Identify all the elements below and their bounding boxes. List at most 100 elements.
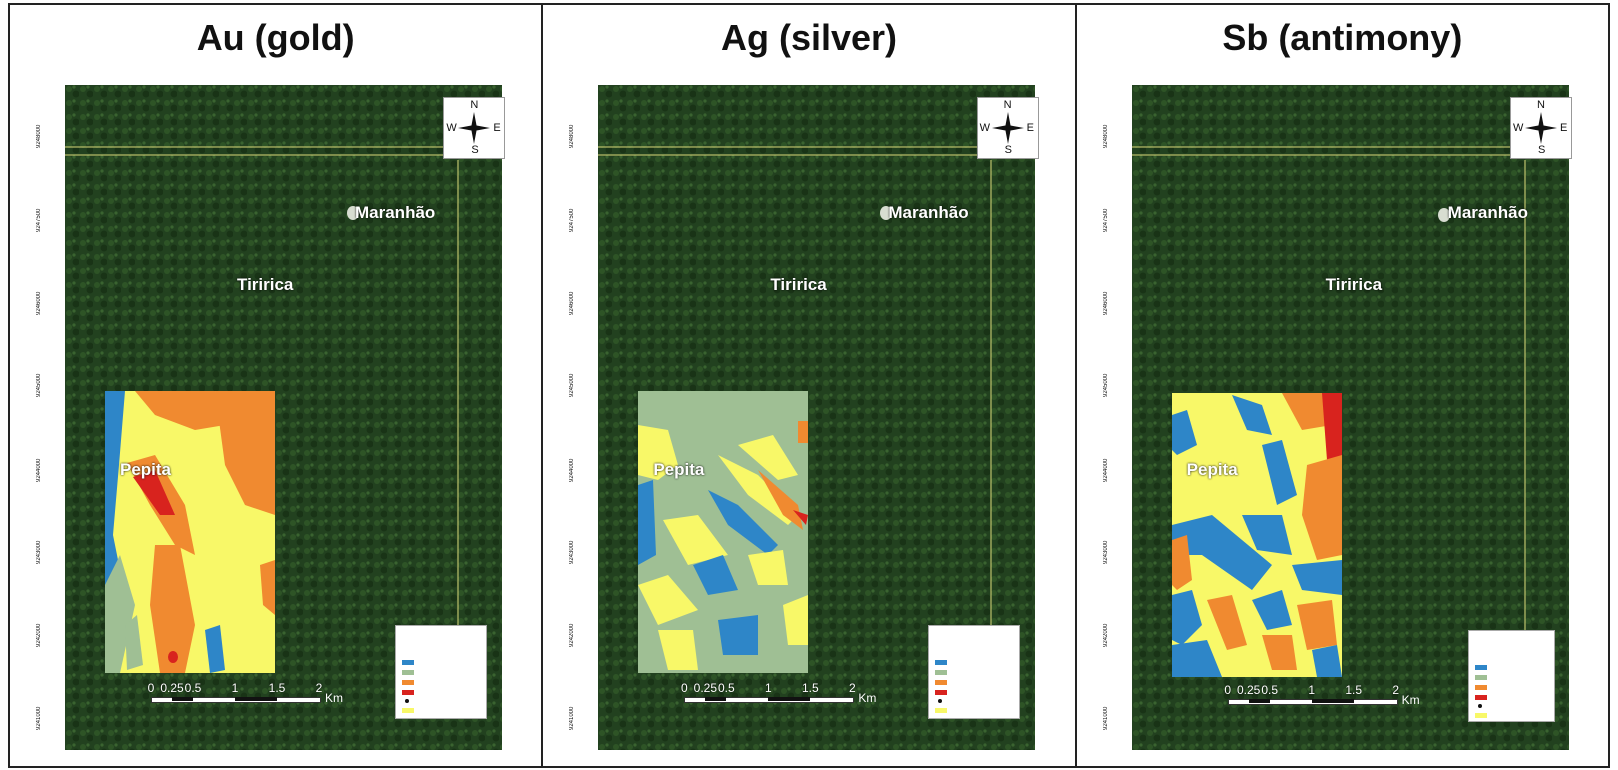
- legend-swatch-red: [1474, 695, 1487, 700]
- figure-grid: Au (gold): [8, 3, 1610, 768]
- place-label-pepita: Pepita: [1186, 460, 1238, 479]
- legend-swatch-blue: [1474, 665, 1487, 670]
- panel-title: Au (gold): [196, 17, 355, 58]
- anomaly-grid: [1171, 393, 1342, 677]
- compass-rose-icon: [1524, 112, 1557, 144]
- y-tick: 9247500: [36, 208, 42, 232]
- map-au: Maranhão Tiririca Pepita 0 0.25 0.5 1 1.…: [65, 85, 502, 750]
- compass-w: W: [1512, 122, 1524, 134]
- y-tick: 9241000: [569, 706, 576, 730]
- scale-unit: Km: [858, 691, 877, 705]
- place-label-tiririca: Tiririca: [1325, 275, 1383, 294]
- place-label-tiririca: Tiririca: [237, 275, 294, 294]
- compass-n: N: [1003, 99, 1012, 111]
- compass-n: N: [470, 99, 479, 111]
- y-tick: 9242000: [36, 623, 42, 647]
- map-legend: [1467, 630, 1555, 722]
- place-label-maranhao: Maranhão: [355, 203, 436, 222]
- place-label-pepita: Pepita: [120, 460, 172, 479]
- y-tick: 9248000: [1102, 124, 1109, 148]
- y-tick: 9247500: [569, 208, 576, 232]
- place-label-maranhao: Maranhão: [888, 203, 969, 222]
- y-tick: 9248000: [36, 124, 42, 148]
- panel-title: Ag (silver): [720, 17, 898, 58]
- compass-s: S: [1004, 144, 1012, 156]
- map-sb: Maranhão Tiririca Pepita 0 0.25 0.5 1 1.…: [1131, 85, 1569, 750]
- legend-swatch-yellow: [1474, 713, 1487, 718]
- scale-unit: Km: [1401, 693, 1420, 707]
- scale-tick: 2: [848, 681, 856, 695]
- y-tick: 9244000: [36, 458, 42, 482]
- legend-sample-dot: [405, 699, 409, 703]
- north-arrow: N S E W: [1509, 97, 1572, 159]
- satellite-map: [65, 85, 502, 750]
- scale-tick: 2: [315, 681, 323, 695]
- panel-au: Au (gold): [10, 5, 544, 766]
- legend-swatch-sage: [935, 670, 948, 675]
- compass-s: S: [471, 144, 479, 156]
- legend-swatch-orange: [935, 680, 948, 685]
- y-tick: 9245000: [1102, 373, 1109, 397]
- y-tick: 9246000: [569, 291, 576, 315]
- north-arrow: N S E W: [443, 97, 506, 159]
- map-legend: [928, 625, 1021, 719]
- y-tick: 9246000: [1102, 291, 1109, 315]
- legend-swatch-yellow: [935, 708, 948, 713]
- y-tick: 9244000: [1102, 458, 1109, 482]
- y-tick: 9243000: [569, 540, 576, 564]
- scale-tick: 1: [231, 681, 239, 695]
- place-label-maranhao: Maranhão: [1447, 203, 1528, 222]
- panel-title: Sb (antimony): [1222, 17, 1463, 58]
- compass-s: S: [1537, 144, 1546, 156]
- y-tick: 9242000: [1102, 623, 1109, 647]
- anomaly-grid: [105, 391, 275, 673]
- legend-swatch-orange: [402, 680, 414, 685]
- legend-sample-dot: [938, 699, 943, 703]
- scale-unit: Km: [325, 691, 343, 705]
- panel-ag: Ag (silver): [543, 5, 1077, 766]
- compass-rose-icon: [991, 112, 1024, 144]
- scale-tick: 0.25: [693, 681, 718, 695]
- place-label-tiririca: Tiririca: [770, 275, 827, 294]
- scale-tick: 0: [1224, 683, 1231, 697]
- y-tick: 9244000: [569, 458, 576, 482]
- compass-rose-icon: [458, 112, 491, 144]
- y-tick: 9247500: [1102, 208, 1109, 232]
- y-tick: 9245000: [36, 373, 42, 397]
- panel-sb: Sb (antimony): [1077, 5, 1608, 766]
- y-tick: 9241000: [1102, 706, 1109, 730]
- legend-swatch-red: [935, 690, 948, 695]
- map-ag: Maranhão Tiririca Pepita 0 0.25 0.5 1 1.…: [598, 85, 1036, 750]
- legend-swatch-orange: [1474, 685, 1487, 690]
- scale-tick: 0: [147, 681, 155, 695]
- legend-swatch-blue: [935, 660, 948, 665]
- y-tick: 9243000: [1102, 540, 1109, 564]
- scale-bar: 0 0.25 0.5 1 1.5 2 Km: [1224, 683, 1419, 713]
- scale-tick: 2: [1392, 683, 1399, 697]
- legend-swatch-sage: [402, 670, 414, 675]
- scale-tick: 1.5: [268, 681, 286, 695]
- y-tick: 9241000: [36, 706, 42, 730]
- scale-tick: 1.5: [801, 681, 819, 695]
- compass-w: W: [446, 122, 457, 134]
- scale-tick: 0: [680, 681, 688, 695]
- y-tick: 9245000: [569, 373, 576, 397]
- compass-e: E: [493, 122, 501, 134]
- legend-swatch-blue: [402, 660, 414, 665]
- scale-tick: 0.5: [717, 681, 735, 695]
- scale-bar: 0 0.25 0.5 1 1.5 2 Km: [680, 681, 876, 711]
- legend-sample-dot: [1477, 704, 1482, 708]
- scale-tick: 1: [764, 681, 772, 695]
- compass-e: E: [1026, 122, 1034, 134]
- scale-tick: 1: [1308, 683, 1315, 697]
- map-legend: [395, 625, 487, 719]
- anomaly-grid: [638, 391, 809, 673]
- legend-swatch-yellow: [402, 708, 414, 713]
- place-label-pepita: Pepita: [653, 460, 705, 479]
- legend-swatch-sage: [1474, 675, 1487, 680]
- scale-tick: 0.25: [160, 681, 184, 695]
- compass-w: W: [979, 122, 991, 134]
- scale-tick: 0.25: [1236, 683, 1261, 697]
- y-tick: 9248000: [569, 124, 576, 148]
- y-tick: 9242000: [569, 623, 576, 647]
